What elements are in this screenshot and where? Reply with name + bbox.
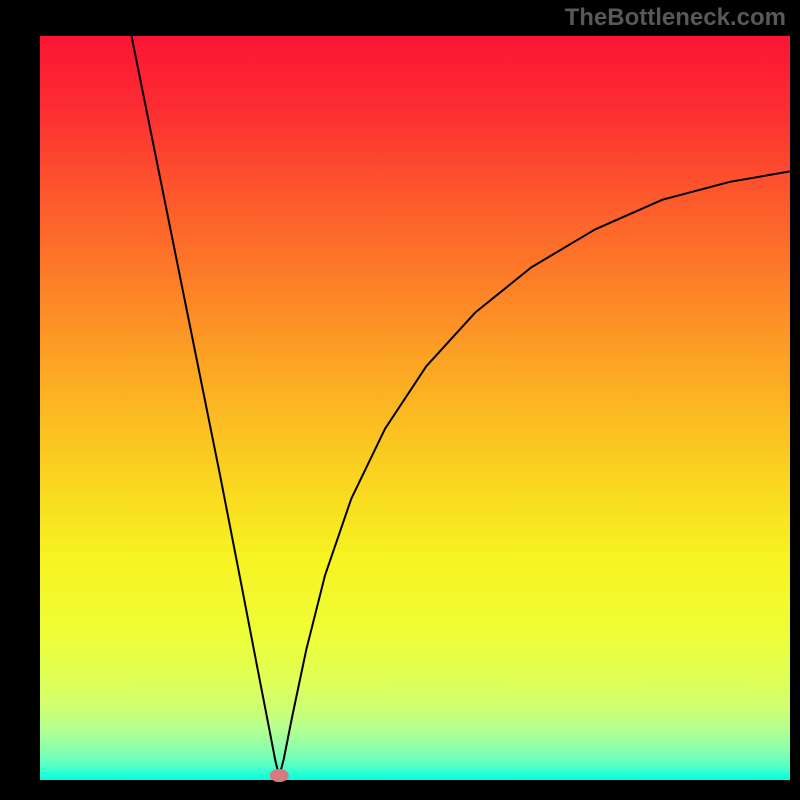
bottleneck-chart bbox=[0, 0, 800, 800]
plot-area bbox=[40, 36, 790, 780]
watermark-text: TheBottleneck.com bbox=[565, 4, 786, 32]
chart-container: TheBottleneck.com bbox=[0, 0, 800, 800]
optimal-point-marker bbox=[270, 770, 288, 782]
